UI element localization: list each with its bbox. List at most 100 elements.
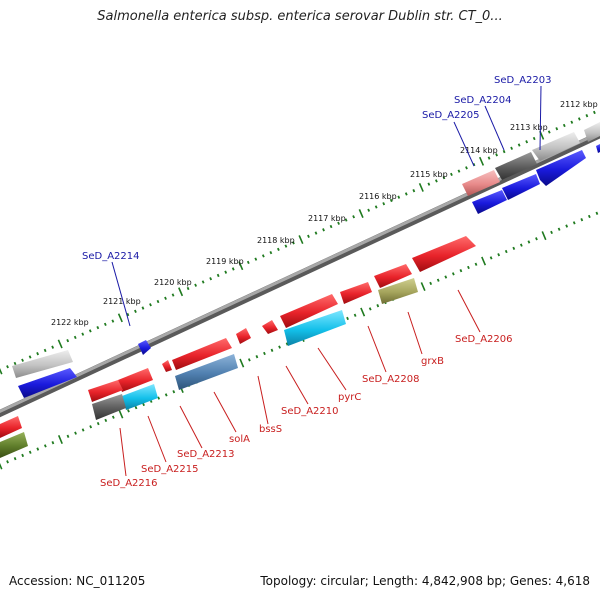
minor-tick [134,406,138,410]
gene-pyrC[interactable] [284,310,346,346]
label-SeD_A2215[interactable]: SeD_A2215 [141,464,199,475]
label-SeD_A2205[interactable]: SeD_A2205 [422,110,480,121]
minor-tick [134,309,137,313]
minor-tick [36,447,40,451]
minor-tick [292,241,295,245]
label-SeD_A2213[interactable]: SeD_A2213 [177,449,235,460]
gene-SeD_A2210[interactable] [280,294,338,328]
forward-strand-features [12,122,600,398]
label-SeD_A2204[interactable]: SeD_A2204 [454,95,512,106]
gene-SeD_A2216[interactable] [92,394,126,420]
label-grxB[interactable]: grxB [421,356,444,367]
gene-SeD_A2203[interactable] [532,132,580,161]
minor-tick [435,179,438,183]
tick-label: 2115 kbp [410,170,448,179]
minor-tick [570,120,574,124]
minor-tick [497,253,501,257]
gene-SeD_A2214[interactable] [138,340,151,355]
gene-SeD_A2204[interactable] [495,152,537,180]
minor-tick [247,358,251,362]
minor-tick [51,345,55,349]
label-solA[interactable]: solA [229,434,250,445]
minor-tick [73,335,77,340]
minor-tick [555,127,559,131]
minor-tick [142,402,145,407]
label-SeD_A2203[interactable]: SeD_A2203 [494,75,552,86]
minor-tick [6,365,9,369]
gene-SeD_A2205[interactable] [462,170,500,196]
label-SeD_A2216[interactable]: SeD_A2216 [100,478,158,489]
label-SeD_A2206[interactable]: SeD_A2206 [455,334,513,345]
tick-label: 2121 kbp [103,297,141,306]
minor-tick [427,182,431,186]
minor-tick [404,192,408,196]
gene-SeD_A2215[interactable] [122,384,158,410]
label-pyrC[interactable]: pyrC [338,392,361,403]
minor-tick [376,304,380,308]
tick-label: 2122 kbp [51,318,89,327]
minor-tick [278,345,281,349]
gene-red-far-left[interactable] [0,416,22,438]
gene-red-left[interactable] [88,380,123,402]
gene-grxB[interactable] [374,264,412,288]
gene-SeD_A2208[interactable] [340,282,372,304]
minor-tick [194,283,198,287]
minor-tick [337,221,340,225]
label-SeD_A2214[interactable]: SeD_A2214 [82,251,140,262]
minor-tick [519,243,523,247]
gene-blue-right[interactable] [596,144,600,153]
gene-bssS[interactable] [262,320,278,334]
minor-tick [36,352,40,356]
gene-olive[interactable] [378,278,418,304]
label-SeD_A2208[interactable]: SeD_A2208 [362,374,420,385]
gene-blue-b[interactable] [502,174,540,200]
major-tick [57,435,63,444]
minor-tick [81,428,85,432]
gene-blue-left[interactable] [18,368,77,398]
gene-steelblue[interactable] [175,354,238,390]
gene-blue-a[interactable] [536,150,586,186]
minor-tick [585,114,589,118]
major-tick [178,287,184,297]
minor-tick [382,202,386,206]
major-tick [238,261,244,271]
gene-labels: SeD_A2203 SeD_A2204 SeD_A2205 SeD_A2214 … [82,75,552,489]
gene-blue-c[interactable] [472,190,507,214]
tick-label: 2119 kbp [206,257,244,266]
minor-tick [489,256,493,260]
minor-tick [21,358,24,362]
label-connectors [111,85,542,477]
gene-small-red[interactable] [236,328,251,344]
gene-lightgray-left[interactable] [12,350,73,378]
accession-text: Accession: NC_011205 [9,574,146,588]
gene-SeD_A2213[interactable] [118,368,153,392]
tick-label: 2120 kbp [154,278,192,287]
minor-tick [557,227,561,231]
gene-lightgray-right[interactable] [584,122,600,142]
minor-tick [565,224,569,228]
gene-green-far-left[interactable] [0,432,28,458]
gene-SeD_A2206[interactable] [412,236,476,272]
label-SeD_A2210[interactable]: SeD_A2210 [281,406,339,417]
gene-solA[interactable] [172,338,232,370]
minor-tick [352,215,356,219]
major-tick [541,231,547,241]
minor-tick [103,322,107,326]
minor-tick [224,270,228,274]
major-tick [57,339,63,349]
gene-small-red-2[interactable] [162,360,172,372]
minor-tick [474,262,478,266]
minor-tick [527,240,531,244]
minor-tick [28,355,32,359]
minor-tick [367,208,371,212]
major-tick [298,235,304,245]
minor-tick [502,149,506,154]
major-tick [420,282,426,292]
minor-tick [111,415,115,419]
major-tick [360,307,366,317]
minor-tick [255,355,259,359]
minor-tick [66,339,70,343]
label-bssS[interactable]: bssS [259,424,282,435]
minor-tick [6,460,9,464]
minor-tick [535,237,538,241]
